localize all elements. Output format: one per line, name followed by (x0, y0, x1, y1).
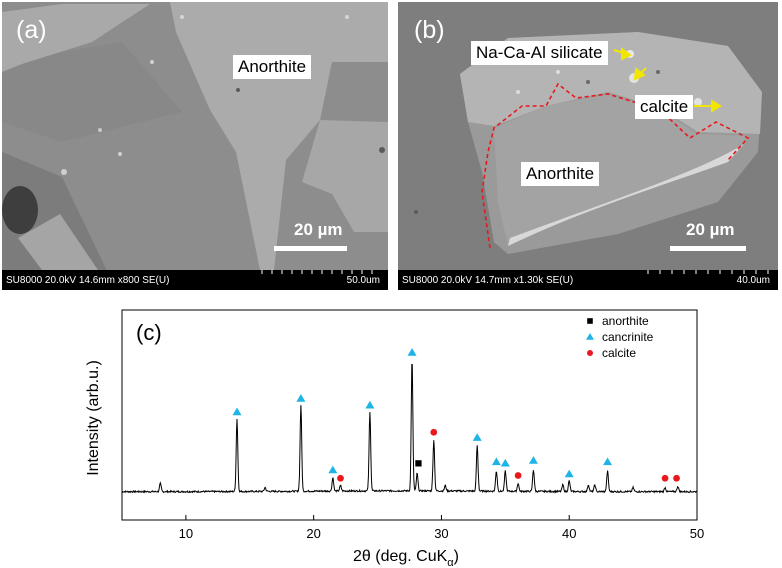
sem-info-b: SU8000 20.0kV 14.7mm x1.30k SE(U) (402, 275, 574, 286)
y-axis-label: Intensity (arb.u.) (85, 360, 102, 476)
calcite-peak-marker (430, 428, 438, 436)
cancrinite-peak-marker (603, 457, 613, 466)
x-tick-label: 30 (434, 526, 448, 541)
scale-bar-a (274, 246, 347, 251)
panel-label-b: (b) (414, 16, 445, 44)
cancrinite-peak-marker (500, 458, 510, 467)
cancrinite-peak-marker (528, 456, 538, 464)
cancrinite-peak-marker (564, 469, 574, 478)
scale-label-a: 20 µm (294, 220, 343, 239)
silicate-label-b: Na-Ca-Al silicate (471, 41, 608, 65)
ruler-ticks-b (647, 270, 769, 274)
xrd-chart: (c) Intensity (arb.u.) 2θ (deg. CuKα) 10… (85, 309, 704, 568)
legend-cancrinite-marker (586, 333, 594, 340)
x-tick-label: 20 (306, 526, 320, 541)
ruler-ticks-a (261, 270, 373, 274)
cancrinite-peak-marker (328, 465, 338, 474)
sem-fov-a: 50.0um (346, 275, 380, 286)
cancrinite-peak-marker (296, 394, 306, 402)
calcite-label-b: calcite (635, 95, 694, 119)
sem-info-bar-a: SU8000 20.0kV 14.6mm x800 SE(U) 50.0um (2, 270, 388, 290)
calcite-peak-marker (337, 474, 344, 482)
peak-markers (232, 348, 680, 482)
x-tick-label: 10 (179, 526, 193, 541)
legend-calcite-marker (587, 350, 593, 356)
cancrinite-peak-marker (491, 457, 501, 466)
x-tick-label: 50 (690, 526, 704, 541)
scale-bar-b (670, 246, 746, 251)
cancrinite-peak-marker (407, 348, 417, 356)
panel-label-a: (a) (16, 16, 47, 44)
legend-calcite-label: calcite (602, 346, 636, 360)
legend: anorthite cancrinite calcite (586, 314, 654, 360)
cancrinite-peak-marker (365, 400, 375, 409)
anorthite-label-a: Anorthite (233, 55, 312, 79)
calcite-peak-marker (673, 474, 680, 482)
x-tick-label: 40 (562, 526, 576, 541)
sem-fov-b: 40.0um (736, 275, 770, 286)
sem-info-bar-b: SU8000 20.0kV 14.7mm x1.30k SE(U) 40.0um (398, 270, 778, 290)
sem-micrograph-a (2, 2, 388, 290)
anorthite-label-b: Anorthite (521, 162, 600, 186)
calcite-peak-marker (514, 472, 522, 479)
anorthite-peak-marker (415, 460, 422, 467)
legend-anorthite-label: anorthite (602, 314, 649, 328)
sem-image-a: (a) Anorthite 20 µm SU8000 20.0kV 14.6mm… (2, 2, 388, 290)
cancrinite-peak-marker (232, 407, 242, 416)
legend-cancrinite-label: cancrinite (602, 330, 654, 344)
sem-info-a: SU8000 20.0kV 14.6mm x800 SE(U) (6, 275, 170, 286)
x-axis-label: 2θ (deg. CuKα) (353, 548, 459, 568)
sem-image-b: (b) Na-Ca-Al silicate calcite Anorthite … (398, 2, 778, 290)
xrd-pattern-line (121, 363, 698, 494)
scale-label-b: 20 µm (686, 220, 735, 239)
panel-label-c: (c) (136, 320, 162, 345)
cancrinite-peak-marker (472, 433, 482, 441)
x-ticks: 10 20 30 40 50 (179, 515, 704, 541)
legend-anorthite-marker (587, 318, 593, 324)
calcite-peak-marker (661, 474, 669, 482)
